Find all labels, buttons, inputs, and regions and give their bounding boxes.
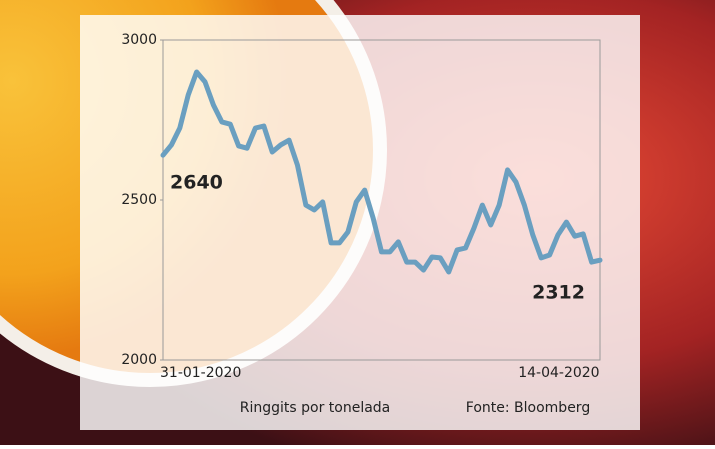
value-label: 2640 [170,172,223,194]
panel [80,15,640,430]
value-label: 2312 [532,282,585,304]
x-tick-label: 31-01-2020 [160,365,241,381]
y-tick-label: 2000 [121,352,157,368]
x-tick-label: 14-04-2020 [518,365,599,381]
y-tick-label: 2500 [121,192,157,208]
line [160,69,603,275]
axis-label: Ringgits por tonelada [240,400,391,416]
y-tick-label: 3000 [121,32,157,48]
source: Fonte: Bloomberg [466,400,590,416]
